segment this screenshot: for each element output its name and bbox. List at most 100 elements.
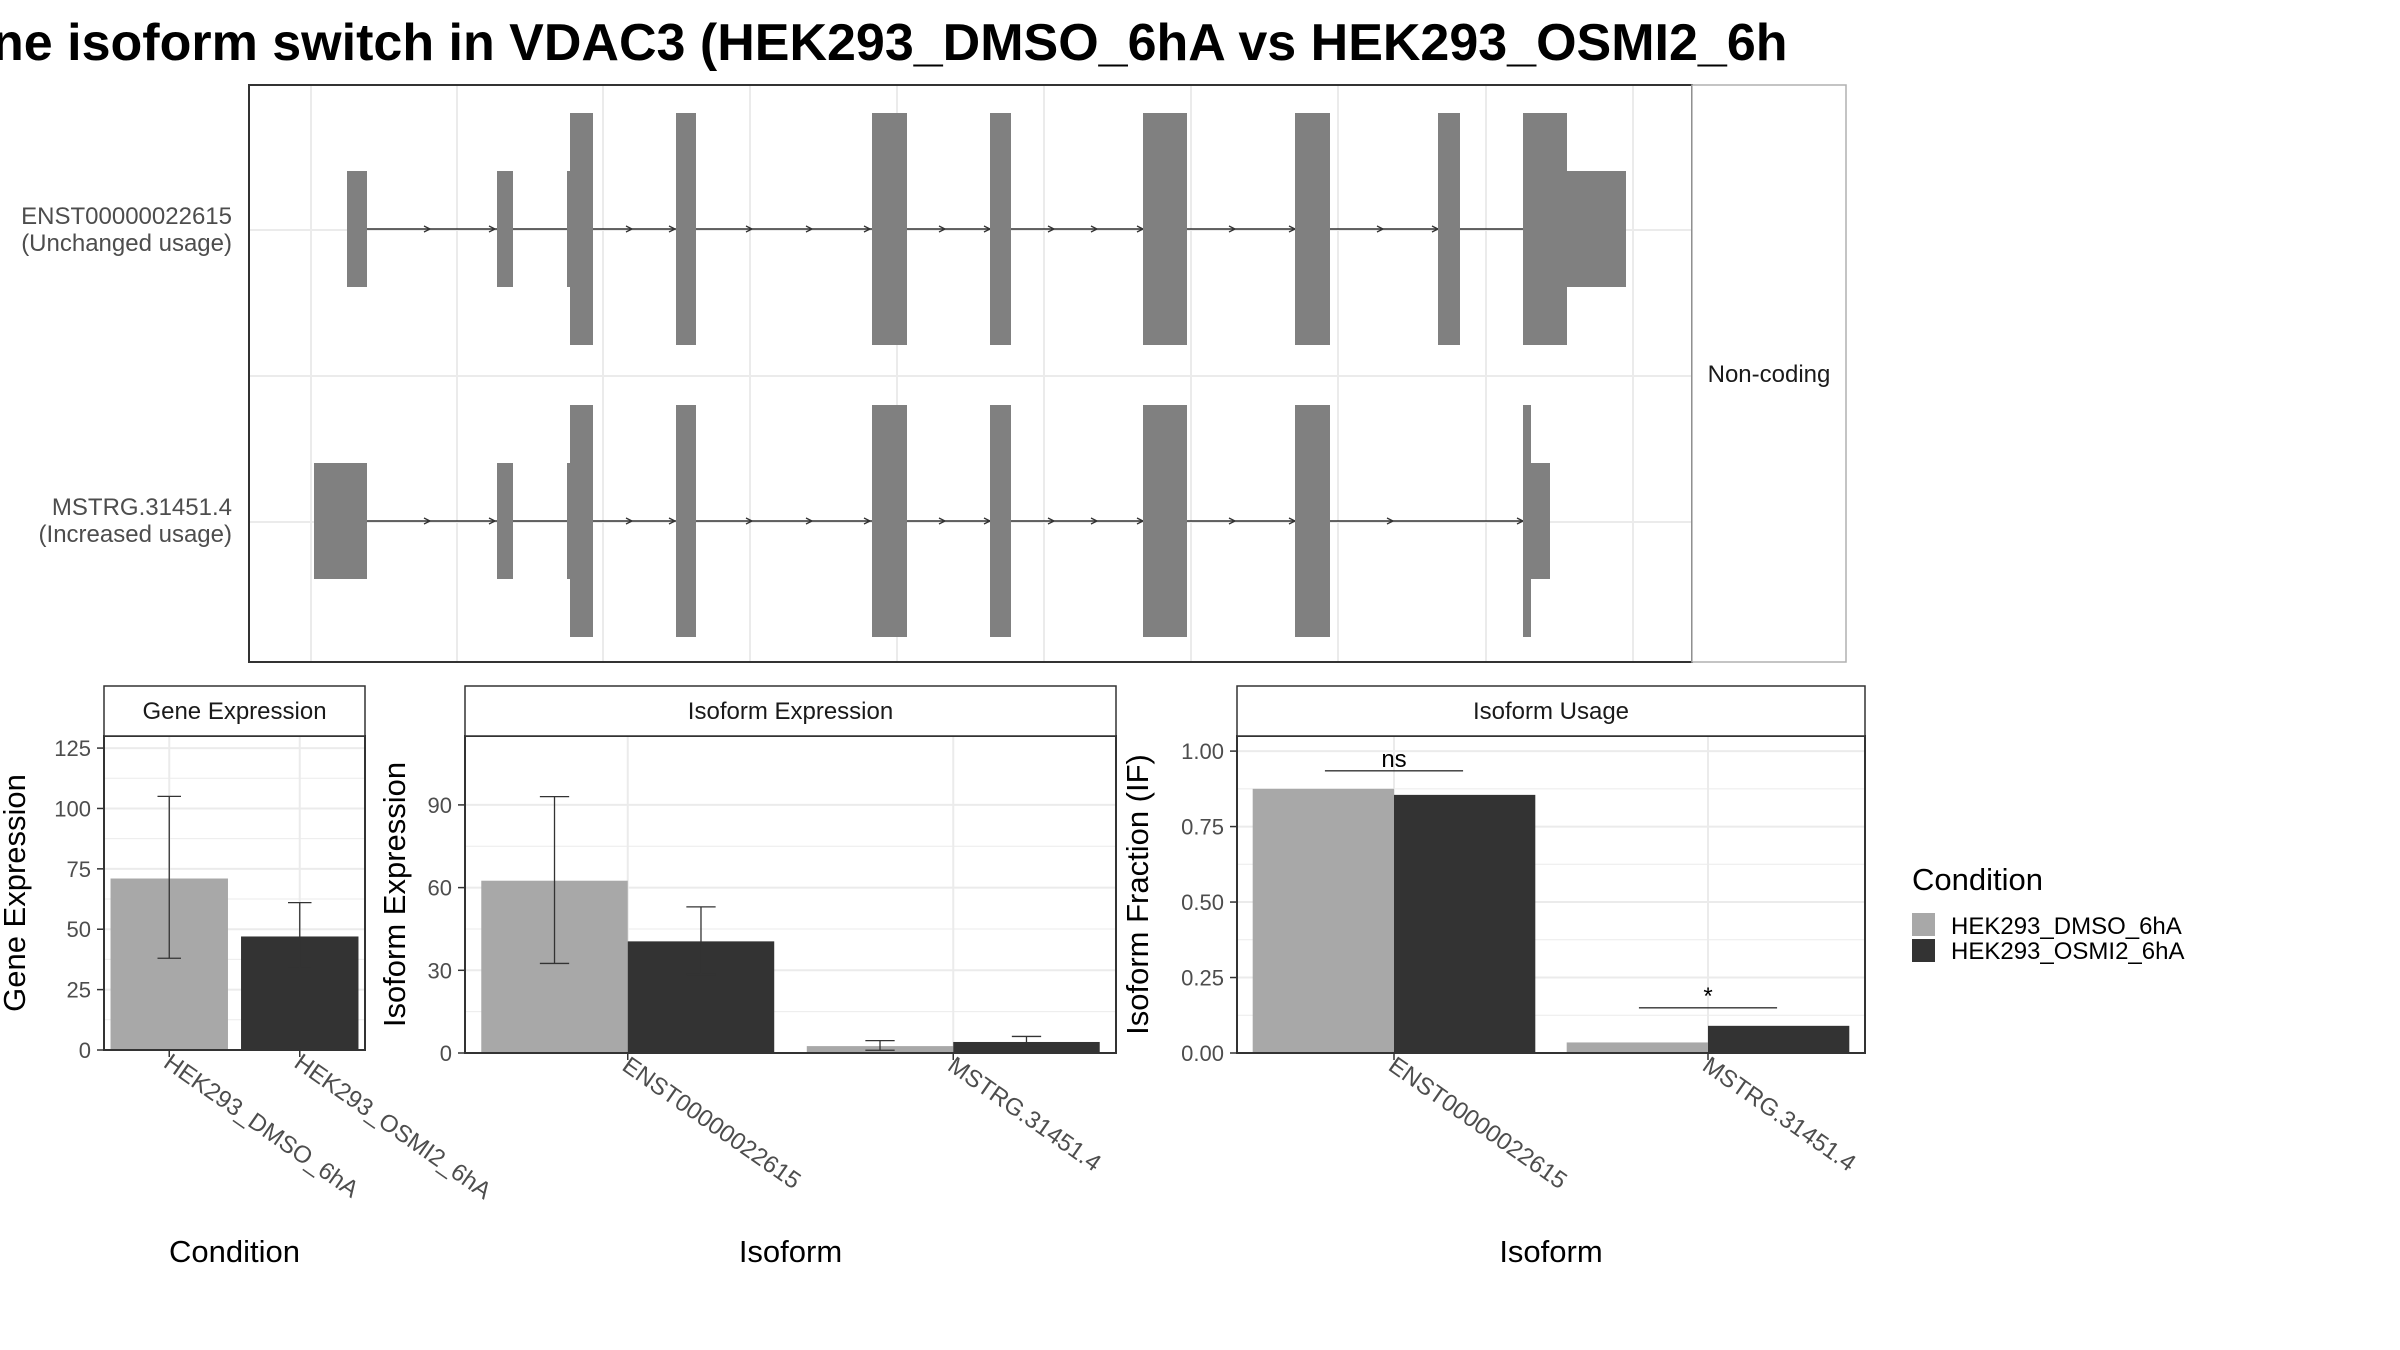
isoform-1-exon-3 xyxy=(570,113,593,345)
error-bar-HEK293_DMSO_6hA xyxy=(157,795,181,959)
structure-facet-label: Non-coding xyxy=(1708,361,1831,388)
isoform-2-exon-4 xyxy=(676,405,696,637)
y-axis-title: Gene Expression xyxy=(0,774,32,1012)
isoform-2-direction-arrow-14 xyxy=(1386,517,1395,525)
isoform-2-exon-0 xyxy=(314,463,367,579)
bar-HEK293_DMSO_6hA-MSTRG.31451.4 xyxy=(1566,1042,1708,1053)
figure-title: ne isoform switch in VDAC3 (HEK293_DMSO_… xyxy=(0,14,1788,72)
isoform-2-exon-3 xyxy=(570,405,593,637)
isoform-1-direction-arrow-9 xyxy=(1047,225,1056,233)
isoform-usage-chart: ns * Isoform Usage 0.00 0.25 0.50 0.75 1.00 ENST… xyxy=(1120,685,1866,1269)
isoform-1-direction-arrow-1 xyxy=(488,225,497,233)
isoform-2-direction-arrow-3 xyxy=(668,517,677,525)
y-tick-label-3: 0.75 xyxy=(1181,815,1224,840)
facet-strip-label: Isoform Expression xyxy=(688,698,893,725)
error-bar-HEK293_OSMI2_6hA-MSTRG.31451.4 xyxy=(1011,1035,1042,1047)
isoform-1-direction-arrow-5 xyxy=(805,225,814,233)
error-bar-HEK293_DMSO_6hA-MSTRG.31451.4 xyxy=(865,1039,895,1051)
isoform-1-direction-arrow-6 xyxy=(863,225,872,233)
isoform-2-direction-arrow-5 xyxy=(805,517,814,525)
x-tick-label-1: MSTRG.31451.4 xyxy=(1698,1052,1861,1177)
y-tick-label-3: 75 xyxy=(67,857,91,882)
isoform-1-id: ENST00000022615 xyxy=(21,203,232,230)
structure-grid xyxy=(250,86,1691,661)
isoform-1-direction-arrow-0 xyxy=(423,225,432,233)
x-tick-label-0: ENST00000022615 xyxy=(617,1052,805,1195)
legend-label-osmi2: HEK293_OSMI2_6hA xyxy=(1951,938,2184,965)
isoform-1-direction-arrow-3 xyxy=(668,225,677,233)
isoform-2-exon-8 xyxy=(1295,405,1330,637)
isoform-2-exon-6 xyxy=(990,405,1011,637)
significance-label-0: ns xyxy=(1381,746,1406,773)
isoform-1-note: (Unchanged usage) xyxy=(21,230,232,257)
isoform-2-direction-arrow-2 xyxy=(625,517,634,525)
isoform-1-exon-0 xyxy=(347,171,367,287)
isoform-2-id: MSTRG.31451.4 xyxy=(52,494,232,521)
y-axis-title: Isoform Expression xyxy=(377,762,412,1027)
x-tick-label-0: ENST00000022615 xyxy=(1384,1052,1572,1195)
y-tick-label-3: 90 xyxy=(428,793,452,818)
y-tick-label-1: 30 xyxy=(428,958,452,983)
error-bar-HEK293_OSMI2_6hA xyxy=(288,902,312,969)
y-tick-label-1: 0.25 xyxy=(1181,966,1224,991)
facet-strip-label: Isoform Usage xyxy=(1473,698,1629,725)
y-tick-label-0: 0.00 xyxy=(1181,1041,1224,1066)
y-axis-title: Isoform Fraction (IF) xyxy=(1120,754,1155,1035)
isoform-expression-chart: Isoform Expression 0 30 60 90 ENST00000022615… xyxy=(377,685,1117,1269)
x-axis-title: Condition xyxy=(169,1234,300,1269)
isoform-1-direction-arrow-14 xyxy=(1376,225,1385,233)
facet-strip xyxy=(464,685,1117,737)
bar-HEK293_OSMI2_6hA-MSTRG.31451.4 xyxy=(953,1041,1100,1053)
isoform-2-exon-1 xyxy=(497,463,513,579)
isoform-2-direction-arrow-7 xyxy=(938,517,947,525)
isoform-2-direction-arrow-6 xyxy=(863,517,872,525)
isoform-2-exon-10 xyxy=(1531,463,1550,579)
isoform-2-direction-arrow-1 xyxy=(488,517,497,525)
y-tick-label-2: 0.50 xyxy=(1181,890,1224,915)
isoform-1-exon-1 xyxy=(497,171,513,287)
isoform-1-exon-4 xyxy=(676,113,696,345)
legend-swatch-dmso xyxy=(1912,913,1935,936)
structure-transcripts xyxy=(314,113,1626,637)
legend: Condition HEK293_DMSO_6hA HEK293_OSMI2_6… xyxy=(1912,862,2184,965)
isoform-1-direction-arrow-12 xyxy=(1228,225,1237,233)
gene-expression-chart: Gene Expression0255075100125HEK293_DMSO_… xyxy=(0,685,496,1269)
isoform-2-direction-arrow-12 xyxy=(1228,517,1237,525)
y-tick-label-5: 125 xyxy=(54,736,91,761)
bar-HEK293_OSMI2_6hA-ENST00000022615 xyxy=(1394,794,1536,1053)
x-axis-title: Isoform xyxy=(1499,1234,1602,1269)
x-tick-label-1: MSTRG.31451.4 xyxy=(943,1052,1106,1177)
isoform-1-direction-arrow-7 xyxy=(938,225,947,233)
isoform-2-exon-2 xyxy=(567,463,570,579)
legend-swatch-osmi2 xyxy=(1912,939,1935,962)
bar-HEK293_OSMI2_6hA-MSTRG.31451.4 xyxy=(1708,1025,1850,1053)
isoform-2-direction-arrow-0 xyxy=(423,517,432,525)
isoform-1-exon-2 xyxy=(567,171,570,287)
y-tick-label-0: 0 xyxy=(79,1038,91,1063)
isoform-2-direction-arrow-9 xyxy=(1047,517,1056,525)
structure-panel-background xyxy=(249,85,1692,662)
isoform-2-note: (Increased usage) xyxy=(39,521,232,548)
isoform-1-exon-10 xyxy=(1523,113,1567,345)
isoform-1-exon-5 xyxy=(872,113,907,345)
structure-facet-strip xyxy=(1691,84,1847,663)
bar-HEK293_DMSO_6hA-ENST00000022615 xyxy=(1252,788,1394,1053)
y-tick-label-2: 50 xyxy=(67,917,91,942)
legend-label-dmso: HEK293_DMSO_6hA xyxy=(1951,913,2182,940)
isoform-1-exon-9 xyxy=(1438,113,1460,345)
isoform-2-exon-7 xyxy=(1143,405,1187,637)
y-tick-label-0: 0 xyxy=(440,1041,452,1066)
isoform-1-exon-8 xyxy=(1295,113,1330,345)
error-bar-HEK293_OSMI2_6hA-ENST00000022615 xyxy=(686,906,716,976)
isoform-2-direction-arrow-4 xyxy=(745,517,754,525)
significance-label-1: * xyxy=(1703,983,1712,1010)
x-axis-title: Isoform xyxy=(739,1234,842,1269)
y-tick-label-4: 100 xyxy=(54,796,91,821)
error-bar-HEK293_DMSO_6hA-ENST00000022615 xyxy=(539,795,570,965)
y-tick-label-2: 60 xyxy=(428,876,452,901)
isoform-2-exon-5 xyxy=(872,405,907,637)
isoform-2-exon-9 xyxy=(1523,405,1531,637)
legend-title: Condition xyxy=(1912,862,2043,897)
isoform-2-direction-arrow-10 xyxy=(1090,517,1099,525)
